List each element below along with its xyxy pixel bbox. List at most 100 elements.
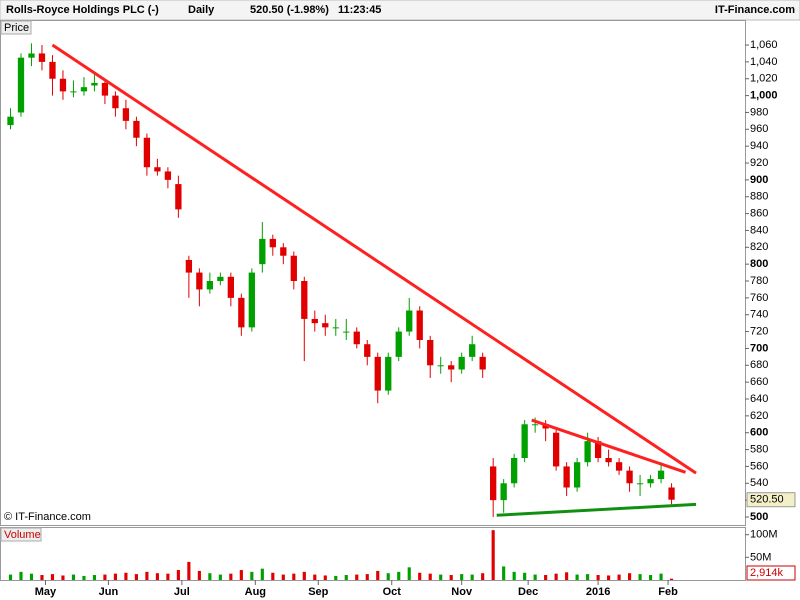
candle-body [573,462,581,488]
candle-body [605,457,612,463]
y-tick-label: 760 [750,292,768,304]
candle-body [238,297,245,328]
candle-body [584,441,591,463]
candle-body [636,483,644,485]
volume-bar [208,573,212,580]
trendline [51,43,697,475]
candle-body [511,457,518,484]
x-tick-label: Feb [658,586,678,598]
y-tick-label: 880 [750,191,768,203]
volume-bar [586,574,590,580]
watermark: © IT-Finance.com [4,511,91,523]
y-tick-label: 980 [750,106,768,118]
candle-body [164,171,172,180]
candle-body [563,466,570,488]
y-tick-label: 780 [750,275,768,287]
y-tick-label: 50M [750,551,771,563]
y-tick-label: 500 [750,511,768,523]
y-tick-label: 740 [750,309,768,321]
volume-bar [544,575,548,580]
volume-bar [229,573,233,580]
candle-body [374,356,381,391]
candle-body [7,116,14,126]
instrument-title: Rolls-Royce Holdings PLC (-) [6,4,159,16]
volume-bar [218,574,222,580]
volume-bar [260,568,264,580]
volume-bar [575,574,579,580]
volume-bar [155,573,159,580]
x-tick-label: Sep [308,586,328,598]
candle-body [500,483,507,501]
volume-bar [533,574,537,580]
volume-bar [292,573,296,580]
volume-bar [648,575,653,580]
candle-body [175,184,182,210]
candle-body [458,356,465,370]
volume-bar [334,575,338,580]
y-tick-label: 1,020 [750,73,778,85]
x-tick-label: Nov [451,586,473,598]
candle-body [59,78,67,92]
volume-bar [565,572,569,580]
y-tick-label: 920 [750,157,768,169]
candle-body [101,82,109,96]
candle-body [91,82,98,86]
candle-body [49,61,56,79]
volume-bar [449,575,453,580]
candle-body [448,365,455,370]
volume-bar [103,574,107,580]
candle-body [17,57,25,113]
volume-bar [638,574,642,580]
volume-bar [187,561,191,580]
volume-bar [29,573,34,580]
y-tick-label: 700 [750,342,768,354]
volume-bar [113,573,117,580]
x-tick-label: 2016 [586,586,610,598]
candle-body [301,281,308,319]
volume-bar [50,574,55,580]
y-tick-label: 1,000 [750,90,778,102]
y-tick-label: 600 [750,427,768,439]
x-tick-label: Oct [383,586,402,598]
candle-body [364,344,371,357]
last-volume-box [746,565,796,581]
trendline [531,418,687,474]
candle-body [227,276,234,298]
volume-bar [323,575,327,580]
volume-bar [166,573,170,580]
candle-body [353,331,360,345]
volume-bar [386,573,390,580]
candle-body [531,424,539,426]
candle-body [594,441,602,458]
price-label: Price [4,22,29,34]
y-tick-label: 840 [750,224,768,236]
candle-body [395,331,402,357]
candle-body [657,470,665,480]
volume-bar [628,573,632,580]
candle-body [143,137,151,168]
y-tick-label: 580 [750,443,768,455]
candle-body [70,91,77,93]
volume-bar [481,573,485,580]
volume-bar [407,567,411,580]
candle-body [385,356,392,391]
volume-bar [418,572,422,580]
candle-body [80,87,88,92]
volume-bar [197,570,201,580]
interval: Daily [188,4,215,16]
y-tick-label: 720 [750,325,768,337]
y-tick-label: 800 [750,258,768,270]
candle-body [552,432,560,467]
volume-bar [502,566,506,580]
y-tick-label: 540 [750,477,768,489]
volume-bar [313,574,317,580]
x-tick-label: Dec [518,586,538,598]
y-tick-label: 1,060 [750,39,778,51]
y-tick-label: 560 [750,460,768,472]
volume-bar [554,573,558,580]
volume-bar [8,574,13,580]
volume-bar [82,575,86,580]
y-tick-label: 820 [750,241,768,253]
volume-bar [365,574,369,580]
